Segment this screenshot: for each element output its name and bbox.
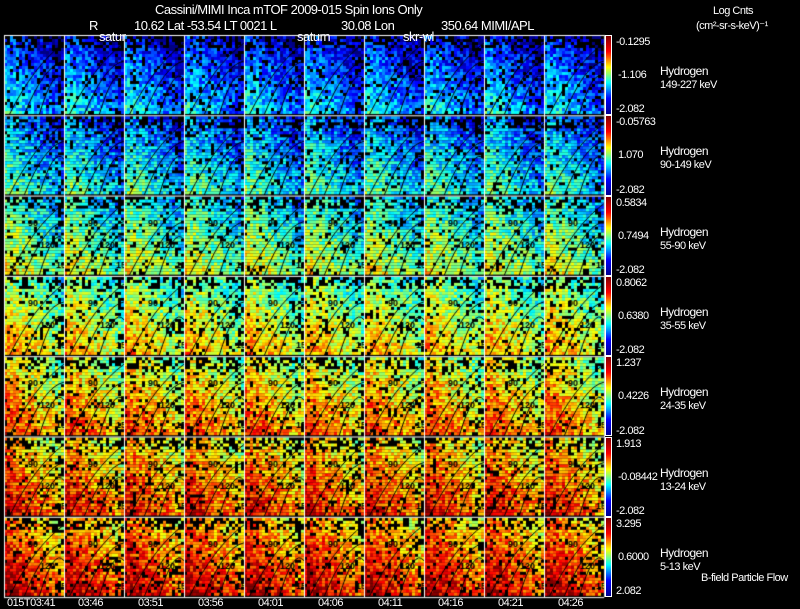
- colorbar-mid-label: 1.070: [618, 149, 644, 162]
- colorbar: [605, 436, 612, 517]
- colorbar-max-label: 0.5834: [616, 196, 647, 209]
- colorbar-max-label: 3.295: [616, 517, 642, 530]
- time-tick-label: 04:21: [498, 597, 524, 609]
- species-label: Hydrogen: [660, 64, 709, 79]
- colorbar-mid-label: 0.4226: [618, 390, 649, 403]
- species-label: Hydrogen: [660, 305, 709, 320]
- colorbar-min-label: -2.082: [616, 103, 645, 116]
- colorbar-min-label: 2.082: [616, 585, 642, 598]
- orbit-info: 10.62 Lat -53.54 LT 0021 L: [134, 18, 277, 33]
- colorbar-max-label: 1.913: [616, 437, 642, 450]
- species-label: Hydrogen: [660, 224, 709, 239]
- colorbar-mid-label: 0.7494: [618, 229, 649, 242]
- energy-label: 24-35 keV: [660, 400, 706, 413]
- footer-note: B-field Particle Flow: [701, 572, 788, 584]
- colorbar-mid-label: -0.08442: [618, 470, 658, 483]
- time-tick-label: 04:06: [318, 597, 344, 609]
- units-title: Log Cnts: [713, 5, 754, 17]
- time-tick-label: 04:26: [558, 597, 584, 609]
- species-label: Hydrogen: [660, 144, 709, 159]
- colorbar: [605, 35, 612, 116]
- time-tick-label: 03:51: [138, 597, 164, 609]
- colorbar-min-label: -2.082: [616, 344, 645, 357]
- energy-label: 90-149 keV: [660, 159, 712, 172]
- colorbar: [605, 356, 612, 437]
- marker-label: skr-wl: [403, 29, 434, 44]
- species-label: Hydrogen: [660, 465, 709, 480]
- time-tick-label: 04:16: [438, 597, 464, 609]
- lon-value: 350.64 MIMI/APL: [441, 18, 534, 33]
- time-tick-label: 04:11: [378, 597, 403, 609]
- colorbar-max-label: 0.8062: [616, 276, 647, 289]
- figure-title: Cassini/MIMI Inca mTOF 2009-015 Spin Ion…: [155, 2, 423, 17]
- time-tick-label: 015T03:41: [7, 597, 56, 609]
- species-label: Hydrogen: [660, 545, 709, 560]
- time-tick-label: 03:46: [78, 597, 104, 609]
- r-label: R: [89, 18, 98, 33]
- colorbar-mid-label: 0.6380: [618, 310, 649, 323]
- lon-info: 30.08 Lon: [341, 18, 395, 33]
- colorbar: [605, 115, 612, 196]
- colorbar-mid-label: 0.6000: [618, 550, 649, 563]
- energy-label: 5-13 keV: [660, 560, 701, 573]
- energy-label: 149-227 keV: [660, 79, 717, 92]
- energy-label: 13-24 keV: [660, 480, 706, 493]
- colorbar-mid-label: -1.106: [618, 69, 647, 82]
- colorbar-min-label: -2.082: [616, 183, 645, 196]
- colorbar-min-label: -2.082: [616, 504, 645, 517]
- colorbar-max-label: 1.237: [616, 357, 642, 370]
- energy-label: 55-90 keV: [660, 239, 706, 252]
- colorbar: [605, 275, 612, 357]
- time-tick-label: 03:56: [198, 597, 224, 609]
- species-label: Hydrogen: [660, 385, 709, 400]
- marker-label: satur: [99, 29, 126, 44]
- colorbar-max-label: -0.05763: [616, 116, 656, 129]
- colorbar-max-label: -0.1295: [616, 36, 650, 48]
- colorbar: [605, 516, 612, 598]
- colorbar-min-label: -2.082: [616, 424, 645, 437]
- colorbar: [605, 195, 612, 276]
- marker-label: saturn: [297, 29, 331, 44]
- time-tick-label: 04:01: [258, 597, 284, 609]
- units: (cm²-sr-s-keV)⁻¹: [696, 20, 768, 32]
- colorbar-min-label: -2.082: [616, 263, 645, 276]
- energy-label: 35-55 keV: [660, 320, 706, 333]
